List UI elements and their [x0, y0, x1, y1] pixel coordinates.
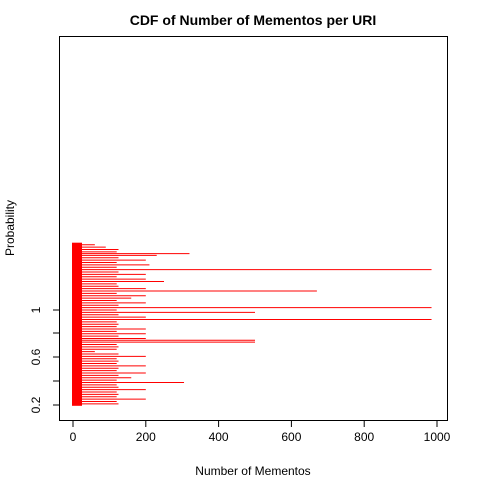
cdf-step-band [72, 308, 82, 312]
cdf-step-band [72, 291, 82, 296]
cdf-step-band [72, 260, 82, 265]
cdf-step-band [72, 274, 82, 279]
cdf-step-band [72, 363, 82, 368]
cdf-step-band [72, 342, 82, 347]
cdf-step-band [72, 370, 82, 375]
cdf-step-band [72, 284, 82, 289]
cdf-step-band [72, 382, 82, 387]
cdf-step-band [72, 368, 82, 373]
x-tick-label: 600 [281, 430, 301, 444]
chart-title: CDF of Number of Mementos per URI [130, 12, 377, 28]
cdf-step-band [72, 356, 82, 361]
cdf-step-band [72, 267, 82, 272]
cdf-step-band [72, 392, 82, 397]
cdf-step-band [72, 286, 82, 291]
cdf-step-band [72, 336, 82, 341]
x-tick-label: 1000 [424, 430, 451, 444]
cdf-step-band [72, 399, 82, 404]
x-axis-ticks: 0 200 400 600 800 1000 [70, 420, 451, 444]
cdf-step-band [72, 270, 82, 274]
cdf-step-band [72, 347, 82, 352]
cdf-step-band [72, 272, 82, 277]
cdf-step-band [72, 344, 82, 349]
cdf-step-band [72, 293, 82, 298]
cdf-step-band [72, 289, 82, 293]
cdf-step-band [72, 262, 82, 267]
cdf-step-band [72, 303, 82, 308]
x-tick-label: 400 [209, 430, 229, 444]
y-tick-label: 0.2 [29, 396, 43, 413]
cdf-step-band [72, 298, 82, 303]
cdf-step-band [72, 366, 82, 371]
cdf-step-band [72, 354, 82, 359]
cdf-step-band [72, 281, 82, 286]
cdf-step-band [72, 373, 82, 378]
cdf-step-band [72, 312, 82, 317]
cdf-step-band [72, 349, 82, 354]
cdf-step-band [72, 279, 82, 284]
cdf-step-band [72, 300, 82, 305]
x-tick-label: 200 [136, 430, 156, 444]
cdf-step-band [72, 317, 82, 322]
cdf-step-band [72, 277, 82, 282]
cdf-step-band [72, 389, 82, 394]
cdf-step-band [72, 258, 82, 263]
cdf-step-band [72, 334, 82, 339]
cdf-step-band [72, 296, 82, 301]
y-axis-label: Probability [3, 200, 17, 256]
cdf-step-band [72, 378, 82, 383]
y-tick-label: 1 [29, 306, 43, 313]
cdf-step-band [72, 359, 82, 364]
cdf-step-band [72, 249, 82, 254]
cdf-step-band [72, 375, 82, 380]
cdf-step-band [72, 255, 82, 260]
cdf-step-band [72, 361, 82, 366]
cdf-step-band [72, 397, 82, 402]
cdf-step-band [72, 247, 82, 252]
cdf-step-band [72, 310, 82, 315]
cdf-step-band [72, 385, 82, 390]
x-tick-label: 800 [354, 430, 374, 444]
x-tick-label: 0 [70, 430, 77, 444]
cdf-step-band [72, 380, 82, 385]
cdf-step-band [72, 327, 82, 331]
cdf-step-band [72, 319, 82, 324]
cdf-series [72, 242, 432, 406]
cdf-step-band [72, 242, 82, 247]
cdf-step-band [72, 401, 82, 406]
cdf-step-band [72, 331, 82, 336]
cdf-step-band [72, 265, 82, 270]
y-axis-ticks: 0.2 0.6 1 [29, 306, 60, 413]
cdf-step-band [72, 322, 82, 327]
cdf-step-band [72, 387, 82, 392]
x-axis-label: Number of Mementos [195, 464, 310, 478]
cdf-step-band [72, 324, 82, 329]
cdf-step-band [72, 351, 82, 356]
cdf-step-band [72, 315, 82, 320]
cdf-step-band [72, 394, 82, 399]
cdf-step-band [72, 245, 82, 250]
cdf-step-band [72, 305, 82, 310]
y-tick-label: 0.6 [29, 348, 43, 365]
plot-area-border [59, 36, 448, 421]
cdf-step-band [72, 329, 82, 334]
